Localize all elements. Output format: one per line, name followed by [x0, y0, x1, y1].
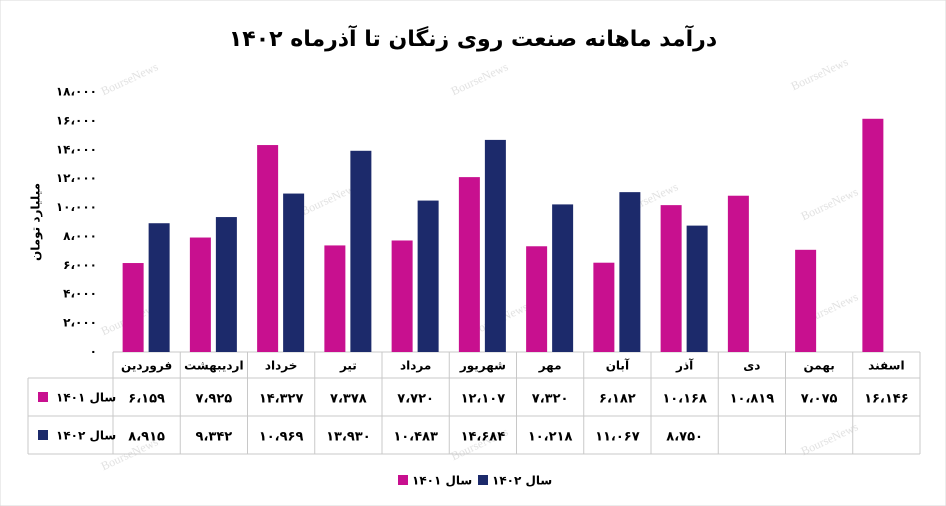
table-value: ۱۳،۹۳۰	[326, 430, 371, 445]
table-value: ۸،۹۱۵	[128, 430, 165, 445]
table-series-name: سال ۱۴۰۱	[56, 391, 116, 405]
x-tick-label: آذر	[675, 358, 694, 373]
table-value: ۱۰،۱۶۸	[662, 392, 707, 407]
bar	[686, 225, 708, 352]
table-value: ۷،۳۷۸	[330, 392, 367, 407]
table-value: ۷،۰۷۵	[801, 392, 838, 407]
y-tick-label: ۸،۰۰۰	[63, 229, 97, 243]
bar	[552, 204, 574, 352]
x-tick-label: تیر	[339, 359, 357, 373]
bar	[526, 246, 548, 352]
bar	[660, 205, 682, 352]
table-value: ۷،۳۲۰	[532, 392, 569, 407]
table-value: ۱۰،۸۱۹	[730, 392, 775, 407]
table-value: ۱۴،۶۸۴	[461, 430, 506, 445]
x-tick-label: اسفند	[868, 359, 904, 373]
table-value: ۸،۷۵۰	[666, 430, 703, 445]
table-value: ۹،۳۴۲	[196, 430, 233, 445]
bar	[350, 150, 372, 352]
table-value: ۷،۹۲۵	[196, 392, 233, 407]
bar	[727, 195, 749, 352]
bar	[257, 145, 279, 352]
table-value: ۱۰،۴۸۳	[393, 430, 438, 445]
table-value: ۶،۱۵۹	[128, 392, 165, 407]
legend-label: سال ۱۴۰۲	[492, 474, 552, 488]
legend-key	[398, 475, 408, 485]
bar	[283, 193, 305, 352]
y-tick-label: ۱۴،۰۰۰	[56, 142, 97, 156]
table-value: ۱۲،۱۰۷	[461, 392, 506, 407]
y-tick-label: ۲،۰۰۰	[63, 316, 97, 330]
y-tick-label: ۴،۰۰۰	[63, 287, 97, 301]
y-tick-label: ۱۰،۰۰۰	[56, 200, 97, 214]
bar	[324, 245, 346, 352]
bar	[215, 217, 237, 352]
table-value: ۱۴،۳۲۷	[259, 392, 304, 407]
bar	[795, 249, 817, 352]
bar	[862, 118, 884, 352]
table-value: ۷،۷۲۰	[397, 392, 434, 407]
y-tick-label: ۰	[90, 345, 97, 359]
x-tick-label: شهریور	[459, 359, 506, 374]
x-tick-label: مرداد	[400, 359, 431, 373]
bar	[189, 237, 211, 352]
table-series-name: سال ۱۴۰۲	[56, 429, 116, 443]
y-tick-label: ۱۲،۰۰۰	[56, 171, 97, 185]
table-value: ۱۰،۲۱۸	[528, 430, 573, 445]
bar	[619, 192, 641, 352]
x-tick-label: بهمن	[803, 359, 834, 373]
bar	[417, 200, 439, 352]
y-tick-label: ۱۸،۰۰۰	[56, 85, 97, 99]
y-axis-label: میلیارد تومان	[29, 183, 44, 261]
table-value: ۱۰،۹۶۹	[259, 430, 304, 445]
y-tick-label: ۱۶،۰۰۰	[56, 113, 97, 127]
table-legend-key	[38, 430, 48, 440]
legend-label: سال ۱۴۰۱	[412, 474, 472, 488]
bar	[391, 240, 413, 352]
bar	[458, 177, 480, 352]
chart-title: درآمد ماهانه صنعت روی زنگان تا آذرماه ۱۴…	[229, 24, 717, 52]
bar	[593, 262, 615, 352]
x-tick-label: آبان	[606, 358, 630, 373]
x-tick-label: اردیبهشت	[184, 359, 243, 373]
table-value: ۱۶،۱۴۶	[864, 392, 909, 407]
bar	[484, 139, 506, 352]
bar	[148, 223, 170, 352]
x-tick-label: مهر	[538, 359, 562, 373]
x-tick-label: فروردین	[121, 359, 172, 374]
table-legend-key	[38, 392, 48, 402]
table-value: ۶،۱۸۲	[599, 392, 636, 407]
y-tick-label: ۶،۰۰۰	[63, 258, 97, 272]
x-tick-label: دی	[743, 359, 760, 373]
x-tick-label: خرداد	[265, 359, 298, 373]
bar	[122, 263, 144, 352]
table-value: ۱۱،۰۶۷	[595, 430, 640, 445]
legend-key	[478, 475, 488, 485]
